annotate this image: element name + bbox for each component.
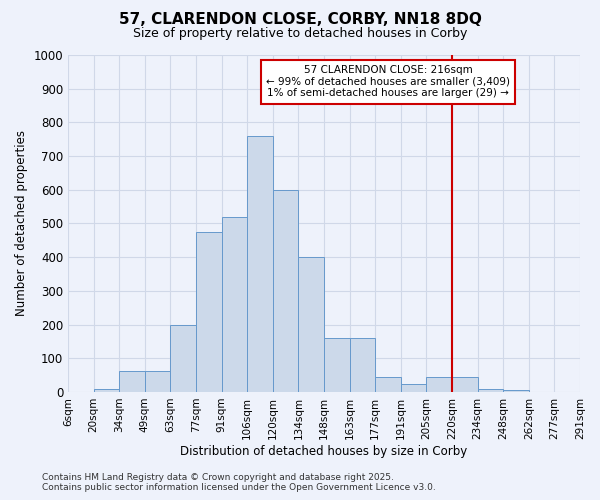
Bar <box>452 378 478 392</box>
Bar <box>196 232 221 392</box>
Text: Size of property relative to detached houses in Corby: Size of property relative to detached ho… <box>133 28 467 40</box>
Bar <box>170 324 196 392</box>
Bar <box>145 370 170 392</box>
Bar <box>478 388 503 392</box>
Bar <box>221 216 247 392</box>
Text: Contains HM Land Registry data © Crown copyright and database right 2025.
Contai: Contains HM Land Registry data © Crown c… <box>42 473 436 492</box>
X-axis label: Distribution of detached houses by size in Corby: Distribution of detached houses by size … <box>181 444 467 458</box>
Y-axis label: Number of detached properties: Number of detached properties <box>15 130 28 316</box>
Bar <box>427 378 452 392</box>
Bar <box>273 190 298 392</box>
Bar <box>247 136 273 392</box>
Bar <box>401 384 427 392</box>
Text: 57, CLARENDON CLOSE, CORBY, NN18 8DQ: 57, CLARENDON CLOSE, CORBY, NN18 8DQ <box>119 12 481 28</box>
Bar <box>298 257 324 392</box>
Text: 57 CLARENDON CLOSE: 216sqm
← 99% of detached houses are smaller (3,409)
1% of se: 57 CLARENDON CLOSE: 216sqm ← 99% of deta… <box>266 65 510 98</box>
Bar <box>350 338 375 392</box>
Bar <box>375 378 401 392</box>
Bar <box>503 390 529 392</box>
Bar <box>119 370 145 392</box>
Bar <box>324 338 350 392</box>
Bar <box>94 388 119 392</box>
